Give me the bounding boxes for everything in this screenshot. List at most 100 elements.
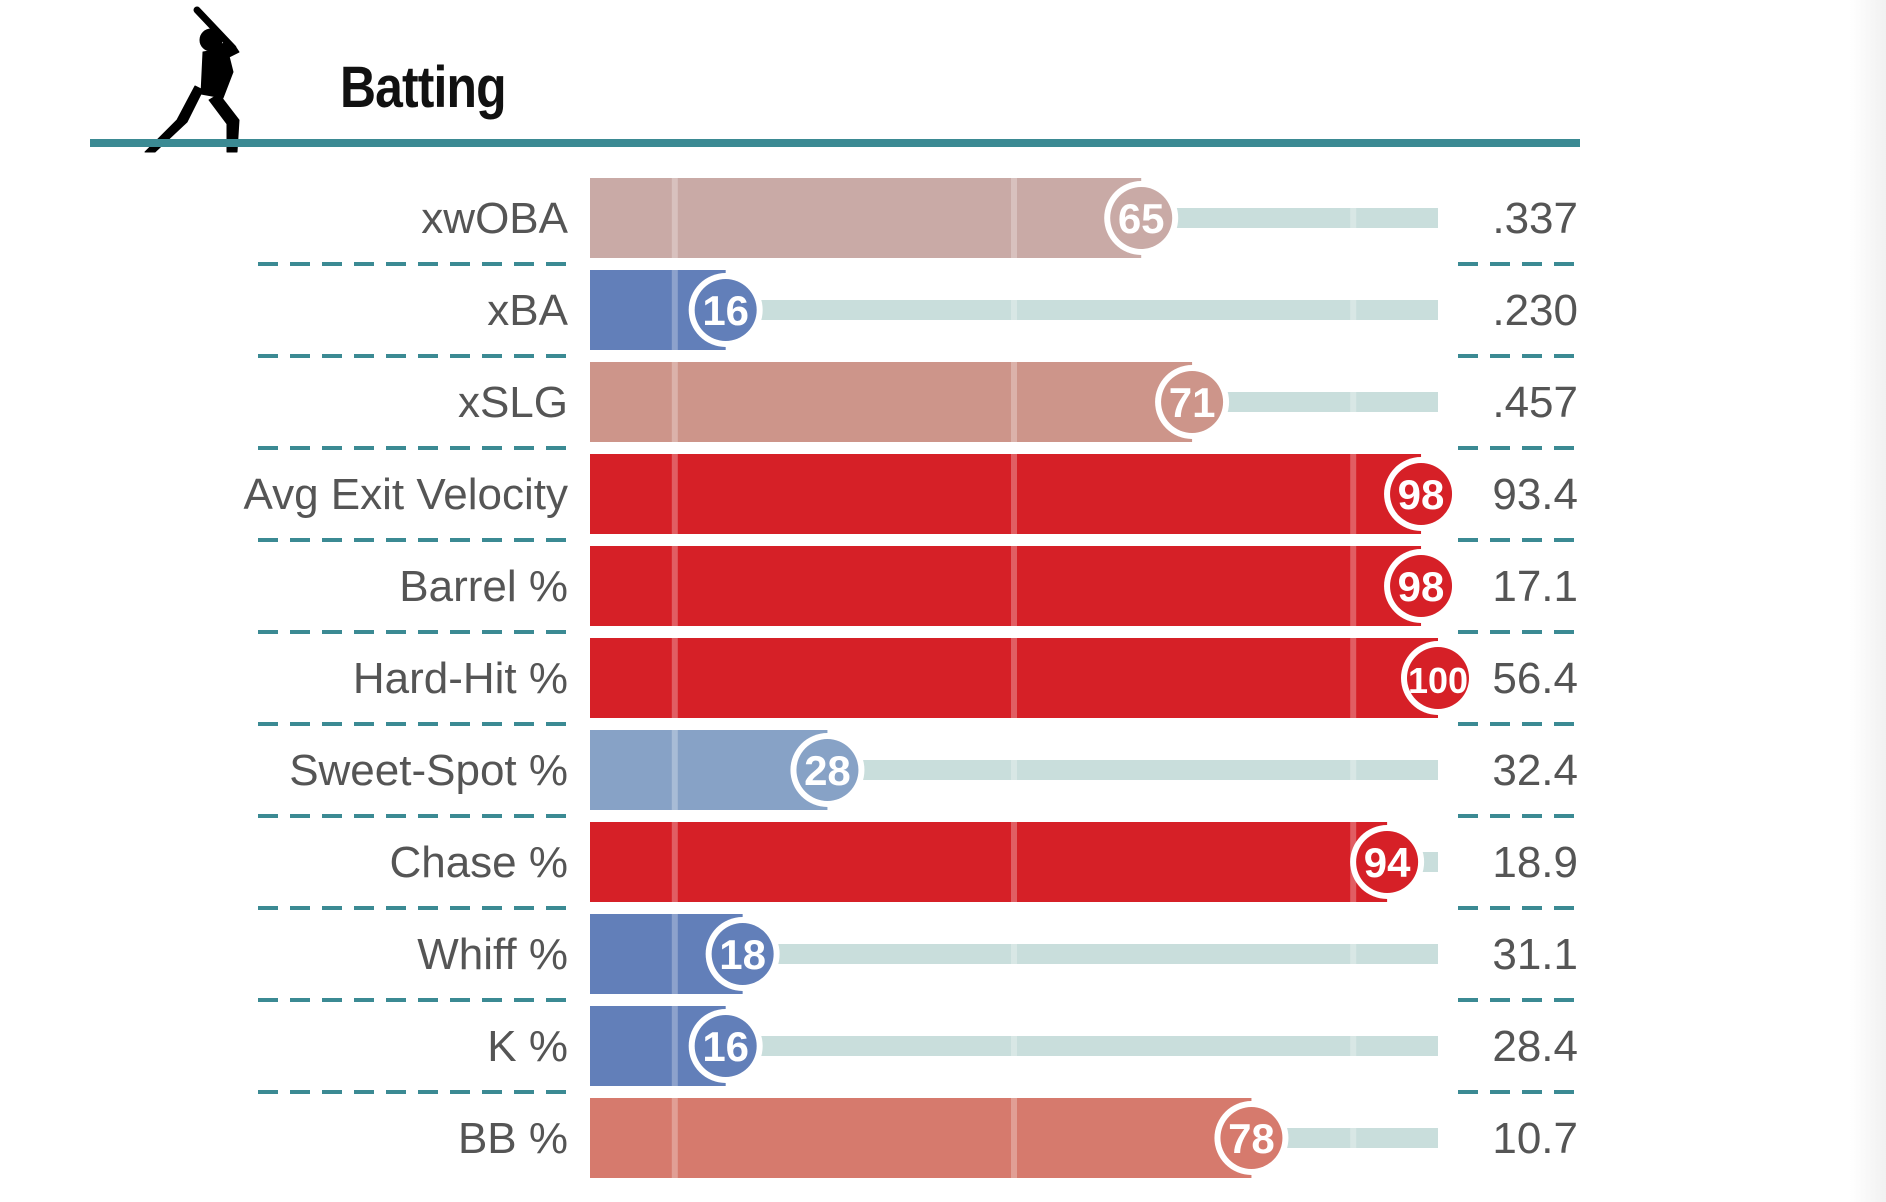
row-value: 18.9 (1492, 838, 1578, 887)
guide-line (671, 638, 678, 718)
percentile-badge-label: 28 (804, 747, 851, 794)
percentile-bar (590, 362, 1193, 442)
chart-row: 18 Whiff % 31.1 (258, 914, 1580, 1002)
row-value: 56.4 (1492, 654, 1578, 703)
batter-silhouette-icon (144, 6, 240, 153)
row-value: 17.1 (1492, 562, 1578, 611)
guide-line (671, 546, 678, 626)
percentile-bar (590, 178, 1142, 258)
percentile-bar (590, 638, 1438, 718)
guide-line (1011, 454, 1017, 534)
row-label: Whiff % (417, 930, 568, 979)
guide-line (1011, 362, 1017, 442)
row-value: 93.4 (1492, 470, 1578, 519)
chart-row: 16 xBA .230 (258, 270, 1580, 358)
row-label: xBA (487, 286, 568, 335)
row-label: Avg Exit Velocity (244, 470, 568, 519)
percentile-badge-label: 100 (1408, 660, 1468, 701)
chart-row: 65 xwOBA .337 (258, 178, 1580, 266)
percentile-badge-label: 98 (1398, 471, 1445, 518)
percentile-bar (590, 1098, 1252, 1178)
badge-circle (1407, 647, 1469, 709)
guide-line (1350, 270, 1357, 350)
row-value: 32.4 (1492, 746, 1578, 795)
badge-circle (694, 1015, 757, 1077)
guide-line (1011, 1098, 1017, 1178)
chart-row: 94 Chase % 18.9 (258, 822, 1580, 910)
row-value: .337 (1492, 194, 1578, 243)
guide-line (671, 1006, 678, 1086)
badge-circle (1390, 555, 1453, 617)
badge-circle (711, 923, 774, 985)
guide-line (1011, 730, 1017, 810)
guide-line (671, 270, 678, 350)
guide-line (1011, 270, 1017, 350)
guide-line (671, 362, 678, 442)
chart-row: 98 Barrel % 17.1 (258, 546, 1580, 634)
row-label: Barrel % (399, 562, 568, 611)
guide-line (1350, 178, 1357, 258)
row-value: 28.4 (1492, 1022, 1578, 1071)
guide-line (1011, 178, 1017, 258)
badge-circle (1220, 1107, 1283, 1169)
guide-line (1011, 546, 1017, 626)
row-label: xwOBA (421, 194, 568, 243)
row-value: 10.7 (1492, 1114, 1578, 1163)
guide-line (1350, 454, 1357, 534)
guide-line (1011, 638, 1017, 718)
section-header: Batting (90, 0, 1580, 153)
track-bar (590, 300, 1438, 320)
guide-line (671, 730, 678, 810)
header-rule (90, 139, 1580, 147)
badge-circle (1110, 187, 1173, 249)
guide-line (671, 914, 678, 994)
row-label: xSLG (458, 378, 568, 427)
row-label: K % (487, 1022, 568, 1071)
row-value: 31.1 (1492, 930, 1578, 979)
percentile-badge-label: 71 (1169, 379, 1216, 426)
chart-row: 100 Hard-Hit % 56.4 (258, 638, 1580, 726)
guide-line (671, 454, 678, 534)
badge-circle (694, 279, 757, 341)
badge-circle (796, 739, 859, 801)
percentile-badge-label: 98 (1398, 563, 1445, 610)
badge-circle (1161, 371, 1224, 433)
guide-line (1350, 730, 1357, 810)
section-title: Batting (340, 55, 507, 120)
percentile-badge-label: 65 (1118, 195, 1165, 242)
percentile-badge-label: 16 (702, 1023, 749, 1070)
row-label: Hard-Hit % (353, 654, 568, 703)
percentile-badge-label: 18 (719, 931, 766, 978)
chart-row: 71 xSLG .457 (258, 362, 1580, 450)
percentile-bar (590, 730, 828, 810)
guide-line (1350, 914, 1357, 994)
percentile-badge-label: 16 (702, 287, 749, 334)
track-bar (590, 944, 1438, 964)
guide-line (1011, 1006, 1017, 1086)
chart-row: 28 Sweet-Spot % 32.4 (258, 730, 1580, 818)
guide-line (1350, 546, 1357, 626)
guide-line (1011, 914, 1017, 994)
guide-line (671, 822, 678, 902)
badge-circle (1356, 831, 1419, 893)
track-bar (590, 1036, 1438, 1056)
chart-row: 78 BB % 10.7 (458, 1098, 1578, 1178)
badge-circle (1390, 463, 1453, 525)
percentile-bar (590, 454, 1422, 534)
scroll-shadow (1850, 0, 1886, 1202)
percentile-badge-label: 78 (1228, 1115, 1275, 1162)
percentile-bar (590, 546, 1422, 626)
guide-line (671, 1098, 678, 1178)
guide-line (1350, 1006, 1357, 1086)
guide-line (1350, 1098, 1357, 1178)
row-value: .457 (1492, 378, 1578, 427)
row-label: Chase % (389, 838, 568, 887)
percentile-bar (590, 822, 1388, 902)
guide-line (1350, 638, 1357, 718)
row-label: Sweet-Spot % (289, 746, 568, 795)
row-label: BB % (458, 1114, 568, 1163)
row-value: .230 (1492, 286, 1578, 335)
chart-row: 98 Avg Exit Velocity 93.4 (244, 454, 1580, 542)
guide-line (1011, 822, 1017, 902)
